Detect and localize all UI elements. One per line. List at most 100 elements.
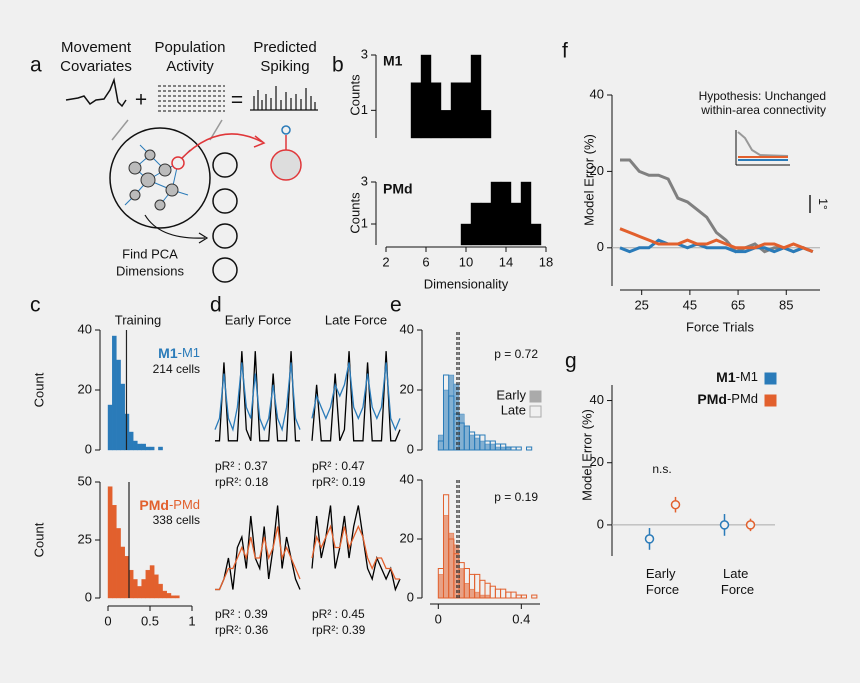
panel-letter: a [30,54,42,77]
inset-caption: within-area connectivity [700,103,826,117]
scale-label: 1° [816,198,830,210]
x-tick-label: 0.4 [512,611,530,626]
equals-sign: = [231,89,243,112]
spike-train [250,86,318,111]
histogram-bar [510,202,522,246]
x-tick-label: 10 [459,254,473,269]
zoom-line [111,119,129,141]
annotation: pR² : 0.37 [215,459,268,473]
nodes [128,149,179,211]
y-tick-label: 25 [78,531,92,546]
pca-caption: Find PCA [122,246,178,261]
histogram-bar [141,443,147,451]
histogram-bar [480,202,492,246]
neuron [270,149,302,181]
histogram-bar [137,586,142,599]
annotation: pR² : 0.45 [312,607,365,621]
inset-trace [737,131,789,157]
trace [311,505,401,592]
y-tick-label: 0 [85,589,92,604]
pca-circle [212,257,238,283]
histogram-bar [145,569,151,599]
pca-caption: Dimensions [116,263,184,278]
chart-title: Early Force [225,312,291,327]
annotation: rpR²: 0.36 [215,623,269,637]
trace [311,524,400,580]
histogram-bar [158,583,163,599]
histogram-bar [474,591,481,599]
y-tick-label: 0 [597,516,604,531]
y-axis-label: Counts [347,74,362,116]
annotation: rpR²: 0.18 [215,475,269,489]
histogram-bar [124,556,130,599]
histogram-bar [520,181,532,246]
y-axis-label: Count [31,372,46,407]
histogram-bar [470,54,482,139]
y-tick-label: 40 [400,321,414,336]
annotation: p = 0.19 [494,490,538,504]
histogram-bar [530,223,542,246]
pca-arrow [144,214,206,239]
histogram-bar [515,446,522,451]
histogram-bar [149,565,155,599]
cell-count: 338 cells [153,513,200,527]
chart-title: M1 [383,53,403,69]
legend-label: Late [501,402,526,417]
line [619,238,814,254]
histogram-bar [162,590,168,599]
histogram-bar [107,404,113,451]
y-tick-label: 0 [407,589,414,604]
chart-title: Late Force [325,312,387,327]
x-tick-label: 6 [422,254,429,269]
histogram-bar [474,437,481,451]
name-part: PMd [697,391,727,407]
histogram-bar [531,594,538,599]
point [719,520,730,530]
y-axis-label: Model Error (%) [579,409,594,501]
red-arrowhead [253,135,266,148]
histogram-bar [170,595,176,599]
histogram-bar [132,440,138,451]
legend-swatch [529,390,542,403]
panel-a-drawing [65,77,318,283]
panel-letter: e [390,294,402,317]
x-tick-label: 25 [634,297,648,312]
y-tick-label: 20 [590,163,604,178]
category-label: Late Force [721,566,754,597]
histogram-bar [430,82,442,139]
y-tick-label: 40 [590,86,604,101]
name-part: M1 [716,369,736,385]
histogram-bar [458,413,465,451]
name-part: PMd [139,497,169,513]
legend-label: Early [496,387,526,402]
annotation: pR² : 0.39 [215,607,268,621]
y-axis-label: Count [31,522,46,557]
histogram-bar [448,532,455,599]
panel-letter: c [30,294,41,317]
series-name: M1-M1 [716,369,758,385]
panel-a-header: Population [155,39,226,56]
annotation: rpR²: 0.19 [312,475,366,489]
histogram-bar [450,82,462,139]
y-tick-label: 40 [590,392,604,407]
x-tick-label: 18 [539,254,553,269]
x-axis-label: Force Trials [686,319,754,334]
histogram-bar [107,486,113,599]
y-tick-label: 0 [85,441,92,456]
trace [215,526,301,591]
histogram-bar [440,110,452,139]
histogram-bar [458,568,465,599]
y-tick-label: 0 [597,239,604,254]
panel-letter: d [210,294,222,317]
trace [311,362,401,432]
histogram-bar [470,202,482,246]
y-tick-label: 20 [590,454,604,469]
histogram-bar [141,579,147,599]
histogram-bar [111,505,117,599]
panel-letter: f [562,40,568,63]
x-axis-label: Dimensionality [424,276,509,291]
histogram-bar [464,425,470,451]
neuron-input [281,125,291,135]
y-tick-label: 40 [400,471,414,486]
